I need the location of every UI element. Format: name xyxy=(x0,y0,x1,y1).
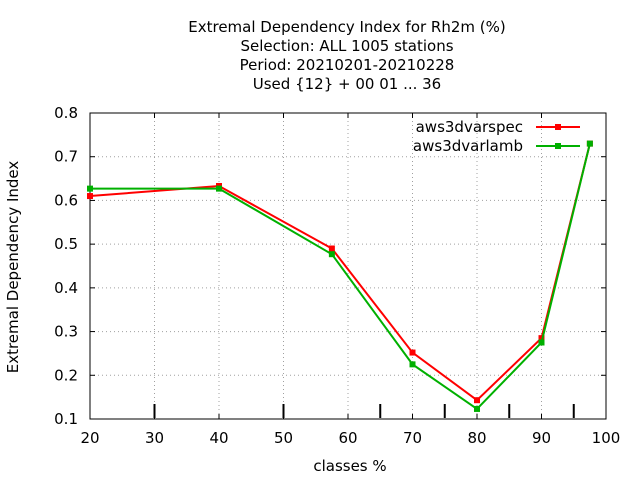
minor-marks xyxy=(153,404,575,418)
y-tick-label: 0.5 xyxy=(54,235,78,253)
data-point xyxy=(87,185,93,192)
chart-title: Extremal Dependency Index for Rh2m (%)Se… xyxy=(188,18,506,93)
x-tick-label: 30 xyxy=(145,429,164,447)
y-tick-label: 0.3 xyxy=(54,323,78,341)
legend-swatch-marker xyxy=(555,143,561,149)
chart-title-line: Used {12} + 00 01 ... 36 xyxy=(253,75,441,93)
y-axis-label: Extremal Dependency Index xyxy=(4,161,22,374)
series-line-aws3dvarspec xyxy=(89,143,591,402)
legend-label: aws3dvarlamb xyxy=(413,137,523,155)
chart-title-line: Period: 20210201-20210228 xyxy=(240,56,455,74)
data-point xyxy=(328,245,335,252)
x-tick-label: 60 xyxy=(338,429,357,447)
y-tick-label: 0.8 xyxy=(54,104,78,122)
data-point xyxy=(586,140,593,147)
y-tick-label: 0.2 xyxy=(54,366,78,384)
data-point xyxy=(216,185,222,192)
x-axis: 20 30 40 50 60 70 80 90 100 xyxy=(80,113,620,447)
x-tick-label: 40 xyxy=(209,429,228,447)
y-tick-label: 0.4 xyxy=(54,279,78,297)
data-point xyxy=(328,251,335,258)
y-tick-label: 0.7 xyxy=(54,148,78,166)
data-point xyxy=(474,405,480,412)
chart-title-line: Selection: ALL 1005 stations xyxy=(240,37,453,55)
x-tick-label: 100 xyxy=(592,429,621,447)
x-axis-label: classes % xyxy=(313,457,386,475)
series-line-aws3dvarlamb xyxy=(90,143,591,411)
x-tick-label: 90 xyxy=(532,429,551,447)
chart-title-line: Extremal Dependency Index for Rh2m (%) xyxy=(188,18,506,36)
x-tick-label: 80 xyxy=(467,429,486,447)
data-point xyxy=(409,349,416,356)
y-tick-label: 0.1 xyxy=(54,410,78,428)
data-point xyxy=(538,335,545,342)
x-tick-label: 50 xyxy=(274,429,293,447)
data-point xyxy=(87,193,93,200)
y-axis: 0.1 0.2 0.3 0.4 0.5 0.6 0.7 0.8 xyxy=(54,104,606,428)
x-tick-label: 20 xyxy=(80,429,99,447)
data-point xyxy=(409,361,416,368)
data-point xyxy=(474,397,480,404)
series-group xyxy=(87,140,593,412)
y-tick-label: 0.6 xyxy=(54,191,78,209)
grid xyxy=(90,113,606,419)
x-tick-label: 70 xyxy=(403,429,422,447)
legend-swatch-marker xyxy=(555,124,561,130)
legend-label: aws3dvarspec xyxy=(416,118,523,136)
data-point xyxy=(538,339,545,346)
